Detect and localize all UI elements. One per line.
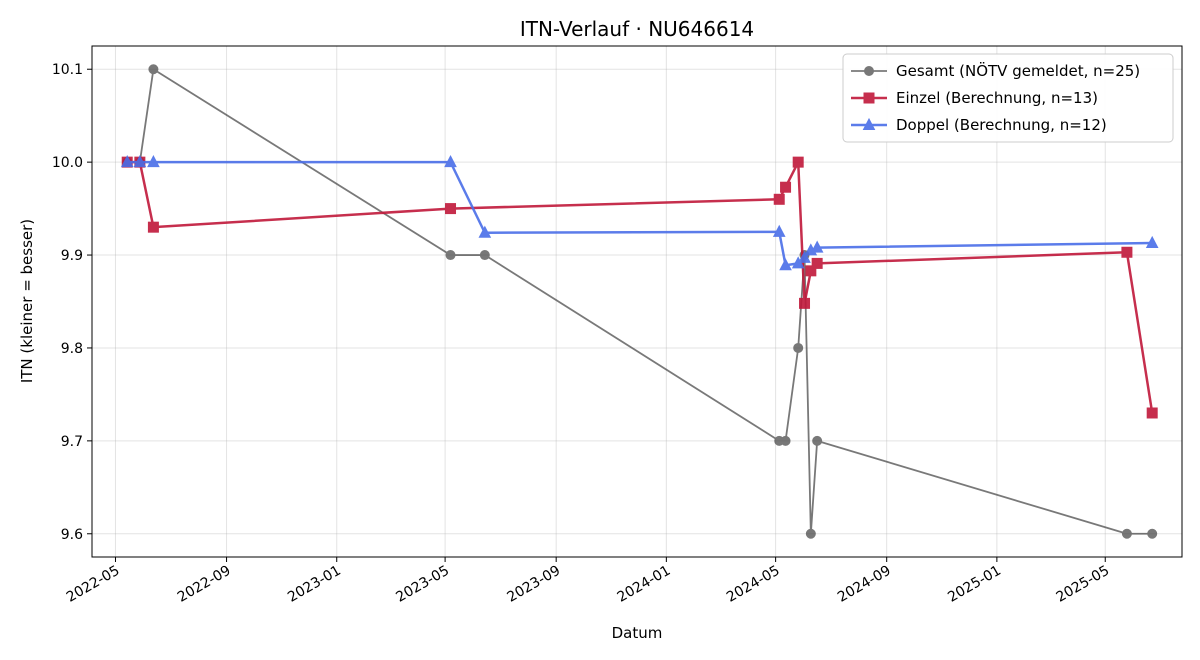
y-tick-label: 9.9 xyxy=(61,248,83,264)
data-point-gesamt xyxy=(1121,528,1132,539)
data-point-einzel xyxy=(799,297,811,309)
legend-item-gesamt xyxy=(851,66,887,76)
series-einzel xyxy=(121,156,1158,419)
series-line-einzel xyxy=(127,160,1154,414)
data-point-gesamt xyxy=(479,250,490,261)
data-point-einzel xyxy=(773,193,785,205)
y-tick-label: 10.1 xyxy=(52,62,83,78)
data-point-einzel xyxy=(811,257,823,269)
legend-label: Doppel (Berechnung, n=12) xyxy=(896,116,1107,134)
x-axis-label: Datum xyxy=(612,624,663,642)
legend-item-doppel xyxy=(851,117,887,130)
data-point-einzel xyxy=(792,156,804,168)
data-point-einzel xyxy=(1146,407,1158,419)
series-layer xyxy=(120,64,1159,539)
series-doppel xyxy=(120,155,1159,271)
data-point-gesamt xyxy=(1147,528,1158,539)
data-point-einzel xyxy=(147,221,159,233)
data-point-doppel xyxy=(810,240,824,253)
x-axis: 2022-05 2022-09 2023-01 2023-05 2023-09 2024-… xyxy=(64,557,1112,606)
data-point-gesamt xyxy=(148,64,159,75)
data-point-einzel xyxy=(780,181,792,193)
data-point-einzel xyxy=(445,203,457,215)
y-tick-label: 10.0 xyxy=(52,155,83,171)
chart-title: ITN-Verlauf · NU646614 xyxy=(520,17,754,41)
x-tick-label: 2024-09 xyxy=(835,563,894,606)
data-point-gesamt xyxy=(445,250,456,261)
data-point-doppel xyxy=(444,155,457,168)
data-point-einzel xyxy=(805,265,817,277)
x-tick-label: 2023-05 xyxy=(393,563,452,606)
data-point-doppel xyxy=(147,155,160,168)
x-tick-label: 2022-09 xyxy=(175,563,234,606)
data-point-doppel xyxy=(779,258,792,271)
data-point-doppel xyxy=(1145,235,1159,248)
grid-lines xyxy=(92,46,1182,557)
legend-box xyxy=(842,53,1174,143)
legend-label: Einzel (Berechnung, n=13) xyxy=(896,89,1098,107)
data-point-einzel xyxy=(1121,246,1133,258)
x-tick-label: 2024-01 xyxy=(615,563,674,606)
data-point-gesamt xyxy=(793,342,804,353)
x-tick-label: 2025-01 xyxy=(945,563,1004,606)
legend-marker xyxy=(862,117,876,130)
legend-item-einzel xyxy=(851,92,887,104)
x-tick-label: 2024-05 xyxy=(724,563,783,606)
data-point-gesamt xyxy=(780,435,791,446)
y-tick-label: 9.6 xyxy=(61,527,83,543)
y-tick-label: 9.8 xyxy=(61,341,83,357)
series-line-doppel xyxy=(127,160,1153,267)
x-tick-label: 2023-09 xyxy=(505,563,564,606)
legend-label: Gesamt (NÖTV gemeldet, n=25) xyxy=(896,61,1140,80)
y-tick-label: 9.7 xyxy=(61,434,83,450)
data-point-gesamt xyxy=(812,435,823,446)
data-point-doppel xyxy=(133,155,147,168)
y-axis: 9.6 9.7 9.8 9.9 10.0 10.1 xyxy=(52,62,92,543)
data-point-doppel xyxy=(120,155,134,168)
x-tick-label: 2025-05 xyxy=(1054,563,1113,606)
x-tick-label: 2022-05 xyxy=(64,563,123,606)
data-point-doppel xyxy=(478,225,492,238)
legend-marker xyxy=(863,92,875,104)
y-axis-label: ITN (kleiner = besser) xyxy=(18,219,36,383)
data-point-doppel xyxy=(772,224,786,237)
legend: Gesamt (NÖTV gemeldet, n=25) Einzel (Bere… xyxy=(842,53,1174,143)
legend-marker xyxy=(864,66,874,76)
plot-area-frame xyxy=(91,45,1183,558)
data-point-doppel xyxy=(798,250,811,263)
data-point-gesamt xyxy=(805,528,816,539)
x-tick-label: 2023-01 xyxy=(285,563,344,606)
